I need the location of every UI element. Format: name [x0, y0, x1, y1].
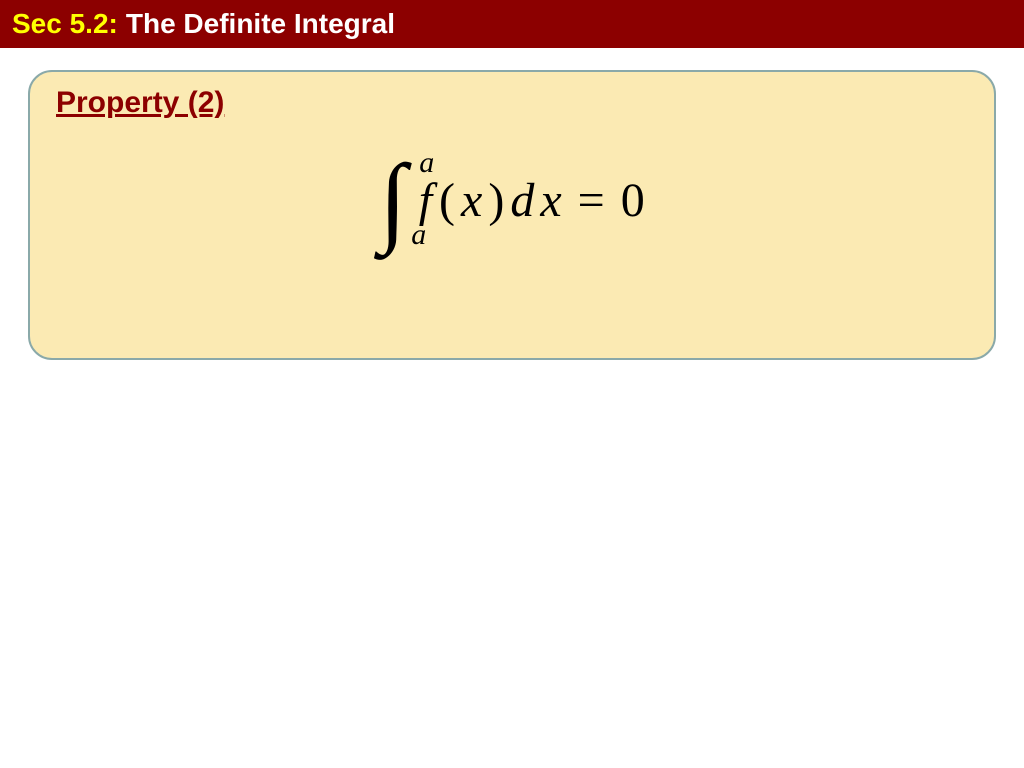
close-paren: ) — [488, 173, 504, 228]
integral-block: ∫ a a — [379, 150, 406, 250]
integrand-variable: x — [461, 173, 482, 228]
equals-sign: = — [578, 173, 605, 228]
integral-upper-limit: a — [419, 146, 434, 180]
slide-header: Sec 5.2: The Definite Integral — [0, 0, 1024, 48]
differential-var: x — [540, 173, 561, 228]
property-box: Property (2) ∫ a a f ( x ) d x = 0 — [28, 70, 996, 360]
formula-container: ∫ a a f ( x ) d x = 0 — [56, 150, 968, 250]
integral-lower-limit: a — [411, 218, 426, 252]
differential-d: d — [510, 173, 534, 228]
integral-formula: ∫ a a f ( x ) d x = 0 — [379, 150, 644, 250]
open-paren: ( — [439, 173, 455, 228]
rhs-value: 0 — [621, 173, 645, 228]
slide-title: The Definite Integral — [126, 8, 395, 40]
slide-body: Property (2) ∫ a a f ( x ) d x = 0 — [0, 48, 1024, 382]
integral-symbol-icon: ∫ — [379, 150, 406, 250]
section-label: Sec 5.2: — [12, 8, 118, 40]
property-title: Property (2) — [56, 86, 968, 120]
